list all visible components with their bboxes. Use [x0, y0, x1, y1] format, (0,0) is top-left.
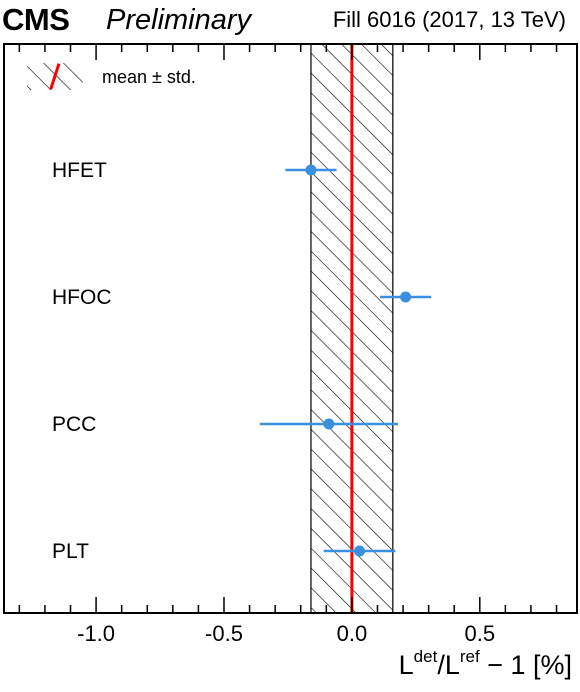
points-layer: HFET HFOC PCC PLT	[52, 159, 432, 563]
category-label-hfet: HFET	[52, 159, 107, 182]
x-tick-label: -1.0	[77, 621, 115, 646]
data-point-plt	[354, 545, 366, 557]
status-label: Preliminary	[106, 4, 252, 36]
category-label-hfoc: HFOC	[52, 286, 112, 309]
legend: mean ± std.	[27, 63, 196, 90]
data-point-hfoc	[400, 291, 412, 303]
legend-swatch-line	[49, 63, 61, 90]
experiment-label: CMS	[2, 2, 70, 37]
category-label-plt: PLT	[52, 540, 89, 563]
plot-header: CMS Preliminary Fill 6016 (2017, 13 TeV)	[0, 0, 580, 44]
x-tick-label: 0.5	[464, 621, 495, 646]
x-title-sup-det: det	[413, 647, 438, 666]
plot-frame	[3, 43, 578, 614]
x-tick-label: -0.5	[205, 621, 243, 646]
data-point-hfet	[305, 164, 317, 176]
x-axis-title: Ldet/Lref − 1 [%]	[398, 648, 572, 680]
fill-info-label: Fill 6016 (2017, 13 TeV)	[332, 7, 566, 32]
axis-layer: -1.0 -0.5 0.0 0.5	[3, 43, 578, 646]
x-tick-label: 0.0	[337, 621, 368, 646]
x-title-mid: /L	[437, 650, 460, 680]
x-title-main: L	[398, 650, 414, 680]
x-title-sup-ref: ref	[459, 647, 480, 666]
data-point-pcc	[323, 418, 335, 430]
legend-label: mean ± std.	[102, 67, 196, 87]
x-title-tail: − 1 [%]	[479, 650, 572, 680]
category-label-pcc: PCC	[52, 413, 96, 436]
